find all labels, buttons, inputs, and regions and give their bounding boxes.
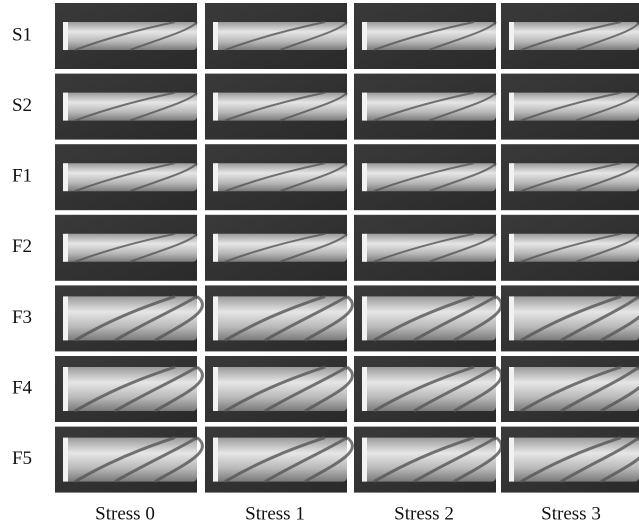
micrograph-image	[55, 215, 197, 281]
micrograph-image	[205, 285, 352, 351]
drill-body	[63, 296, 197, 340]
drill-body	[362, 234, 496, 262]
drill-body	[213, 163, 347, 191]
column-label: Stress 1	[245, 503, 305, 524]
micrograph-image	[354, 74, 496, 140]
drill-body	[362, 93, 496, 121]
micrograph-image	[55, 3, 197, 69]
micrograph-image	[55, 144, 197, 210]
drill-tip	[509, 22, 514, 50]
figure: S1 S2 F1 F2 F3 F4 F5 Stress 0 Stress 1 Stress 2 St…	[0, 0, 639, 528]
drill-tip	[213, 93, 218, 121]
micrograph-image	[501, 144, 639, 210]
drill-tip	[213, 163, 218, 191]
page: S1 S2 F1 F2 F3 F4 F5 Stress 0 Stress 1 Stress 2 St…	[0, 0, 639, 528]
micrograph-image	[501, 356, 639, 422]
micrograph-image	[501, 285, 639, 351]
drill-tip	[509, 367, 514, 411]
drill-body	[362, 22, 496, 50]
micrograph-image	[205, 427, 352, 493]
micrograph-image	[205, 215, 347, 281]
drill-tip	[362, 22, 367, 50]
micrograph-image	[205, 74, 347, 140]
drill-tip	[213, 367, 218, 411]
drill-body	[509, 93, 639, 121]
drill-tip	[213, 438, 218, 482]
drill-tip	[213, 234, 218, 262]
drill-body	[213, 296, 347, 340]
drill-body	[63, 93, 197, 121]
drill-tip	[63, 163, 68, 191]
drill-tip	[362, 296, 367, 340]
image-grid	[55, 3, 639, 493]
drill-body	[362, 438, 496, 482]
row-label: S1	[12, 24, 32, 45]
drill-body	[63, 163, 197, 191]
drill-body	[509, 163, 639, 191]
micrograph-image	[205, 144, 347, 210]
row-label: F1	[12, 166, 32, 187]
column-label: Stress 3	[541, 503, 601, 524]
column-label: Stress 2	[394, 503, 454, 524]
row-label: F2	[12, 236, 32, 257]
drill-body	[362, 367, 496, 411]
row-label: F4	[12, 377, 33, 398]
drill-tip	[362, 438, 367, 482]
drill-body	[213, 367, 347, 411]
drill-tip	[362, 163, 367, 191]
micrograph-image	[501, 3, 639, 69]
drill-body	[63, 234, 197, 262]
drill-tip	[362, 93, 367, 121]
drill-body	[63, 367, 197, 411]
micrograph-image	[354, 144, 496, 210]
micrograph-image	[354, 3, 496, 69]
drill-tip	[509, 93, 514, 121]
micrograph-image	[354, 285, 501, 351]
drill-body	[63, 438, 197, 482]
drill-body	[509, 22, 639, 50]
drill-tip	[213, 296, 218, 340]
drill-tip	[509, 438, 514, 482]
drill-tip	[63, 367, 68, 411]
drill-body	[213, 438, 347, 482]
micrograph-image	[55, 356, 202, 422]
row-label: F5	[12, 448, 32, 469]
micrograph-image	[501, 427, 639, 493]
row-label: F3	[12, 307, 32, 328]
drill-tip	[509, 163, 514, 191]
drill-tip	[63, 22, 68, 50]
drill-tip	[63, 296, 68, 340]
drill-body	[213, 22, 347, 50]
drill-tip	[509, 296, 514, 340]
drill-tip	[63, 234, 68, 262]
micrograph-image	[354, 215, 496, 281]
drill-tip	[362, 367, 367, 411]
micrograph-image	[55, 74, 197, 140]
drill-body	[509, 234, 639, 262]
drill-body	[63, 22, 197, 50]
micrograph-image	[501, 74, 639, 140]
row-label: S2	[12, 95, 32, 116]
drill-tip	[63, 93, 68, 121]
drill-body	[362, 163, 496, 191]
micrograph-image	[55, 285, 202, 351]
drill-tip	[63, 438, 68, 482]
drill-tip	[509, 234, 514, 262]
micrograph-image	[501, 215, 639, 281]
micrograph-image	[205, 356, 352, 422]
micrograph-image	[354, 356, 501, 422]
micrograph-image	[205, 3, 347, 69]
drill-body	[213, 93, 347, 121]
micrograph-image	[354, 427, 501, 493]
drill-body	[362, 296, 496, 340]
drill-tip	[362, 234, 367, 262]
drill-body	[213, 234, 347, 262]
column-label: Stress 0	[95, 503, 155, 524]
micrograph-image	[55, 427, 202, 493]
drill-tip	[213, 22, 218, 50]
